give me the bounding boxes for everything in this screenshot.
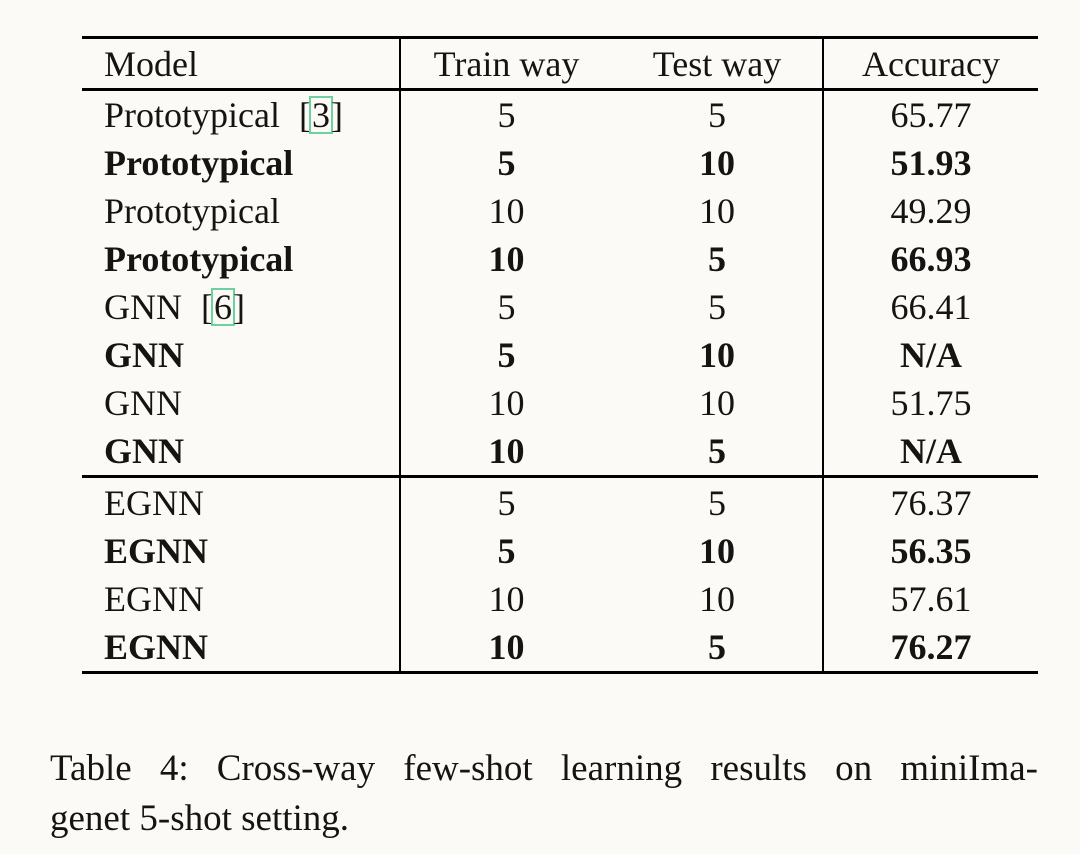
train-way-cell: 10: [488, 383, 525, 423]
citation-link[interactable]: [6]: [201, 287, 245, 327]
citation-link[interactable]: [3]: [299, 95, 343, 135]
model-cell: Prototypical [3]: [82, 89, 401, 139]
train-way-cell: 10: [488, 239, 525, 279]
train-way-cell: 5: [497, 287, 516, 327]
test-way-cell: 10: [699, 579, 735, 619]
train-way-cell: 10: [488, 579, 525, 619]
table-caption: Table 4: Cross-way few-shot learning res…: [50, 744, 1038, 844]
bracket-close: ]: [330, 94, 343, 135]
train-way-cell: 5: [497, 335, 516, 375]
column-header-train-way: Train way: [400, 37, 612, 91]
cross-way-results-table: Model Train way Test way Accuracy Protot…: [82, 36, 1038, 674]
header-row: Model Train way Test way Accuracy: [82, 37, 1038, 91]
table-row: EGNN 5 10 56.35: [82, 527, 1038, 575]
accuracy-cell: N/A: [822, 331, 1038, 379]
accuracy-cell: N/A: [822, 427, 1038, 477]
table-row: GNN [6] 5 5 66.41: [82, 283, 1038, 331]
bracket-open: [: [201, 286, 213, 327]
model-cell: Prototypical: [82, 187, 401, 235]
model-cell: EGNN: [82, 527, 401, 575]
test-way-cell: 5: [708, 239, 726, 279]
table-row: GNN 5 10 N/A: [82, 331, 1038, 379]
test-way-cell: 5: [708, 627, 726, 667]
bracket-open: [: [298, 94, 311, 135]
model-cell: GNN: [82, 379, 401, 427]
train-way-cell: 10: [488, 191, 525, 231]
column-header-accuracy: Accuracy: [822, 37, 1038, 91]
test-way-cell: 10: [699, 143, 735, 183]
train-way-cell: 5: [497, 143, 516, 183]
bracket-close: ]: [233, 286, 245, 327]
caption-line-1: Table 4: Cross-way few-shot learning res…: [50, 748, 1038, 789]
table-row: Prototypical [3] 5 5 65.77: [82, 89, 1038, 139]
test-way-cell: 5: [708, 95, 726, 135]
accuracy-cell: 66.93: [822, 235, 1038, 283]
model-cell: Prototypical: [82, 235, 401, 283]
model-cell: GNN: [82, 331, 401, 379]
accuracy-cell: 49.29: [822, 187, 1038, 235]
accuracy-cell: 51.75: [822, 379, 1038, 427]
accuracy-cell: 76.27: [822, 623, 1038, 673]
table-row: GNN 10 10 51.75: [82, 379, 1038, 427]
test-way-cell: 10: [699, 335, 735, 375]
accuracy-cell: 57.61: [822, 575, 1038, 623]
test-way-cell: 5: [612, 475, 823, 527]
train-way-cell: 5: [497, 95, 516, 135]
results-table: Model Train way Test way Accuracy Protot…: [82, 36, 1038, 674]
test-way-cell: 10: [699, 383, 735, 423]
train-way-cell: 5: [400, 475, 612, 527]
model-cell: EGNN: [82, 475, 401, 527]
train-way-cell: 5: [497, 531, 516, 571]
caption-line-2: genet 5-shot setting.: [50, 798, 350, 839]
model-cell: Prototypical: [82, 139, 401, 187]
table-row: EGNN 10 5 76.27: [82, 623, 1038, 673]
test-way-cell: 5: [708, 287, 726, 327]
accuracy-cell: 66.41: [822, 283, 1038, 331]
test-way-cell: 10: [699, 191, 735, 231]
column-header-test-way: Test way: [612, 37, 823, 91]
table-row: EGNN 10 10 57.61: [82, 575, 1038, 623]
table-row: EGNN 5 5 76.37: [82, 475, 1038, 527]
test-way-cell: 10: [699, 531, 735, 571]
model-cell: EGNN: [82, 575, 401, 623]
model-name: GNN: [104, 286, 182, 327]
train-way-cell: 10: [488, 627, 525, 667]
accuracy-cell: 76.37: [822, 475, 1038, 527]
citation-number: 6: [211, 287, 235, 327]
model-name: Prototypical: [104, 94, 280, 135]
accuracy-cell: 56.35: [822, 527, 1038, 575]
model-cell: GNN: [82, 427, 401, 477]
column-header-model: Model: [82, 37, 401, 91]
accuracy-cell: 65.77: [822, 89, 1038, 139]
model-cell: EGNN: [82, 623, 401, 673]
model-cell: GNN [6]: [82, 283, 401, 331]
accuracy-cell: 51.93: [822, 139, 1038, 187]
table-row: Prototypical 10 10 49.29: [82, 187, 1038, 235]
table-row: Prototypical 5 10 51.93: [82, 139, 1038, 187]
table-row: GNN 10 5 N/A: [82, 427, 1038, 477]
train-way-cell: 10: [488, 431, 525, 471]
table-row: Prototypical 10 5 66.93: [82, 235, 1038, 283]
test-way-cell: 5: [708, 431, 726, 471]
citation-number: 3: [308, 95, 333, 135]
